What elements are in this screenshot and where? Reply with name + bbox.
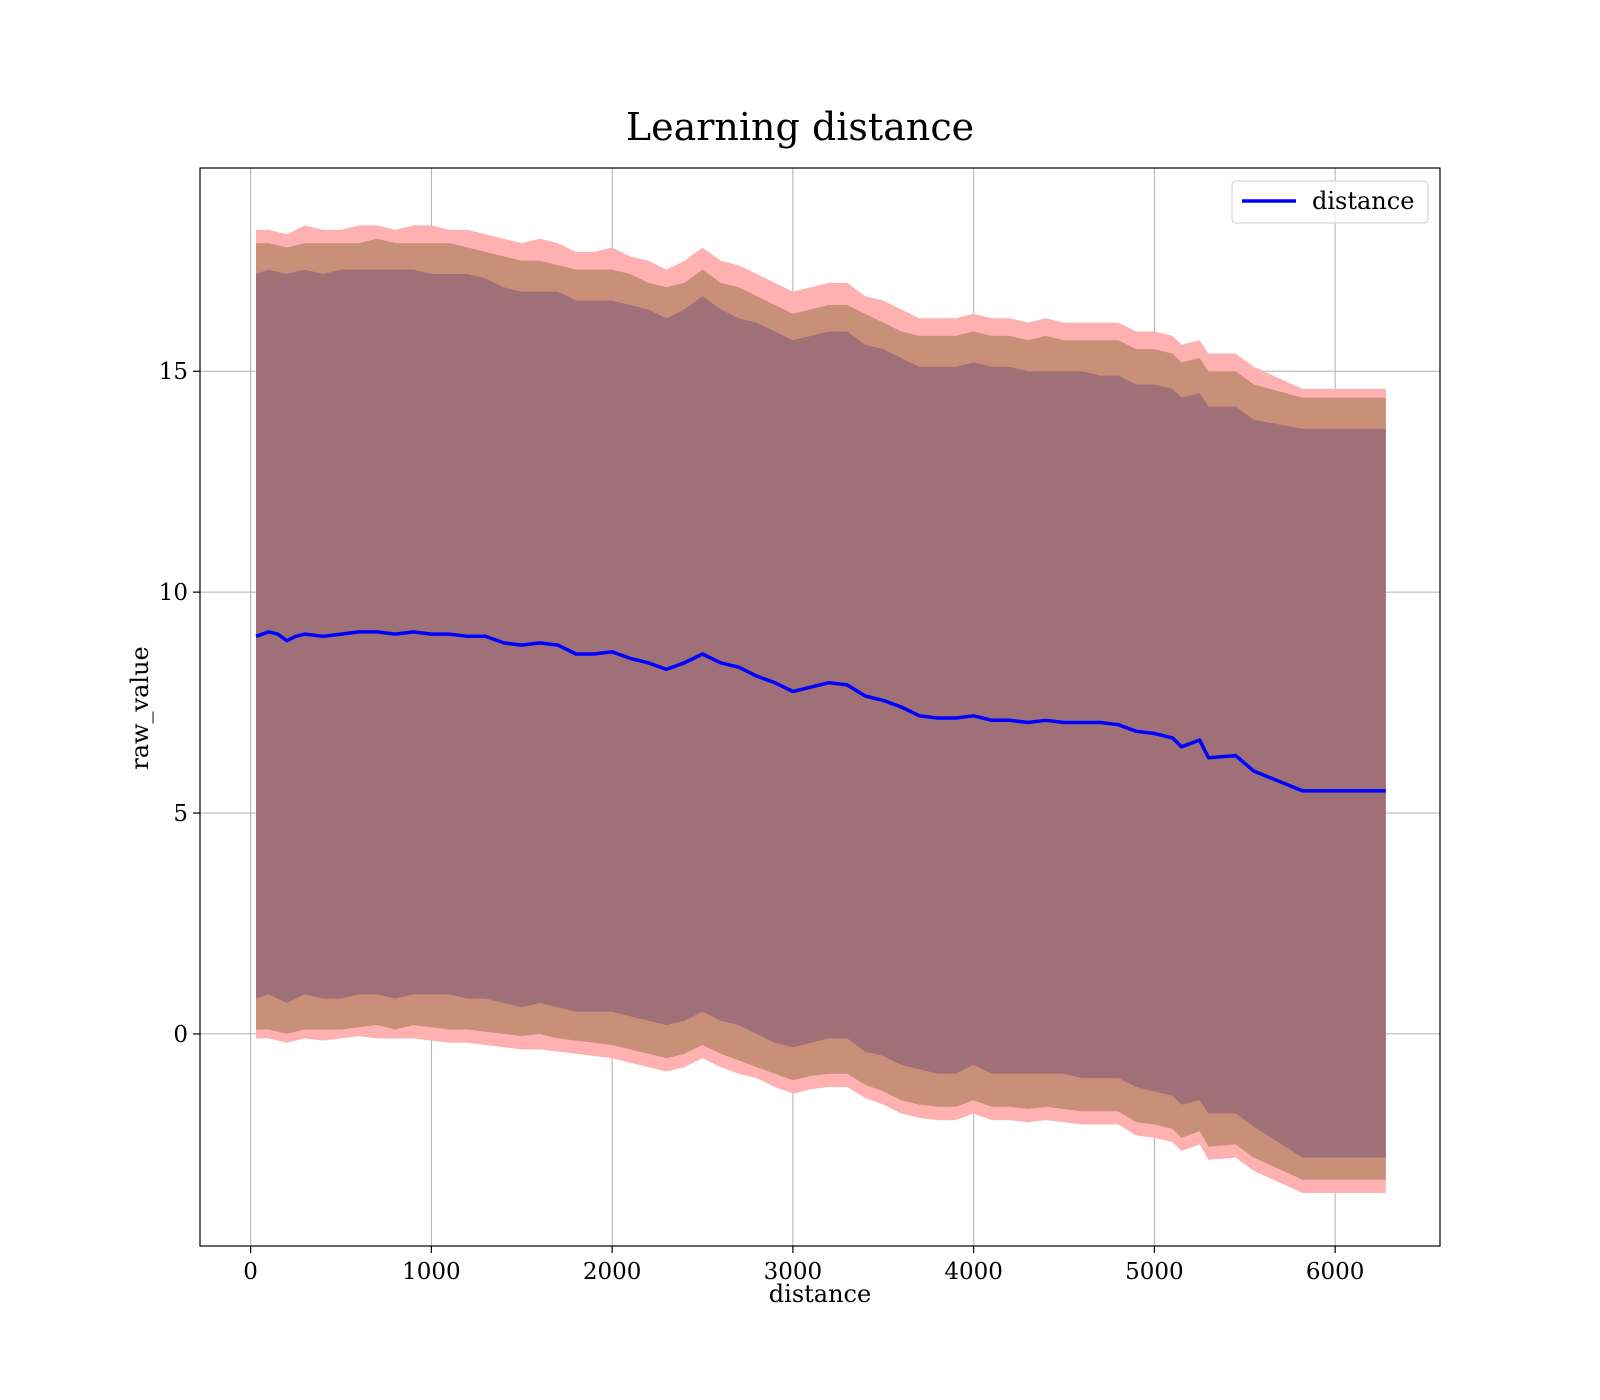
y-ticks: 0 5 10 15 xyxy=(159,359,200,1048)
x-tick-label-0: 0 xyxy=(243,1259,258,1285)
y-tick-label-0: 0 xyxy=(173,1022,188,1048)
band-inner xyxy=(256,269,1386,1158)
x-tick-label-5000: 5000 xyxy=(1125,1259,1184,1285)
legend-entry-distance: distance xyxy=(1312,187,1414,215)
series-lines xyxy=(255,630,1386,793)
x-tick-label-1000: 1000 xyxy=(402,1259,461,1285)
bands xyxy=(256,225,1386,1193)
x-tick-label-4000: 4000 xyxy=(944,1259,1003,1285)
plot-frame xyxy=(199,167,1441,1247)
x-tick-label-6000: 6000 xyxy=(1306,1259,1365,1285)
x-axis-label: distance xyxy=(769,1280,871,1308)
series-line-distance xyxy=(255,630,1386,793)
x-tick-label-3000: 3000 xyxy=(764,1259,823,1285)
legend-box xyxy=(1231,180,1429,224)
y-tick-label-10: 10 xyxy=(159,580,188,606)
legend: distance xyxy=(1231,180,1429,224)
chart-title: Learning distance xyxy=(626,105,974,149)
x-ticks: 0 1000 2000 3000 4000 5000 6000 xyxy=(243,1246,1364,1285)
x-tick-label-2000: 2000 xyxy=(583,1259,642,1285)
y-tick-label-15: 15 xyxy=(159,359,188,385)
y-tick-label-5: 5 xyxy=(173,801,188,827)
y-axis-label: raw_value xyxy=(126,646,154,770)
